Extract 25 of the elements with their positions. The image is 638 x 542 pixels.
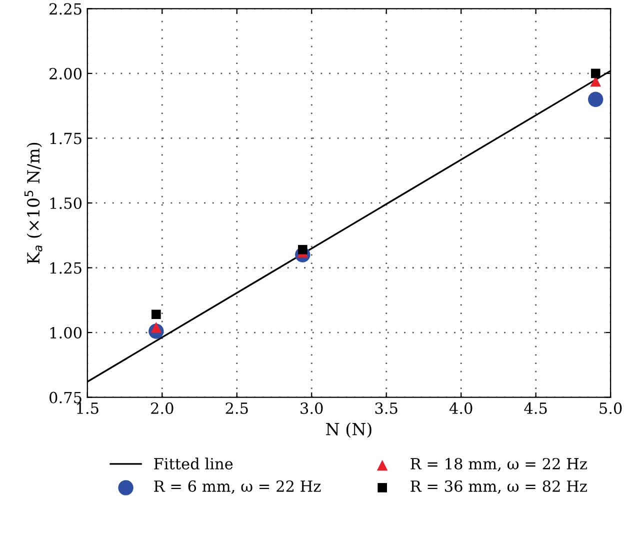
y-tick-label: 2.25: [50, 3, 82, 15]
x-tick-label: 2.5: [226, 402, 248, 414]
legend-label: R = 18 mm, ω = 22 Hz: [410, 458, 587, 472]
x-axis-title: N (N): [326, 422, 372, 438]
x-tick-label: 3.5: [375, 402, 398, 414]
y-tick-label: 1.25: [50, 262, 82, 274]
point: [152, 310, 161, 320]
legend-label: Fitted line: [154, 458, 233, 470]
x-tick-label: 4.0: [449, 402, 472, 414]
x-tick-label: 4.5: [524, 402, 547, 414]
x-tick-label: 5.0: [600, 402, 622, 414]
y-tick-label: 1.75: [50, 132, 82, 144]
legend-label: R = 6 mm, ω = 22 Hz: [154, 480, 321, 494]
y-tick-label: 1.00: [50, 326, 82, 339]
x-tick-label: 2.0: [151, 402, 174, 414]
point: [588, 92, 604, 107]
point: [298, 244, 308, 254]
y-tick-label: 0.75: [50, 392, 82, 404]
x-tick-label: 3.0: [300, 402, 323, 414]
legend-label: R = 36 mm, ω = 82 Hz: [410, 480, 587, 494]
y-axis-title: K$_{a}$ (×10$^{5}$ N/m): [24, 142, 42, 264]
point: [590, 68, 600, 78]
y-tick-label: 2.00: [50, 68, 82, 80]
x-tick-label: 1.5: [77, 402, 98, 414]
y-tick-label: 1.50: [50, 197, 82, 209]
